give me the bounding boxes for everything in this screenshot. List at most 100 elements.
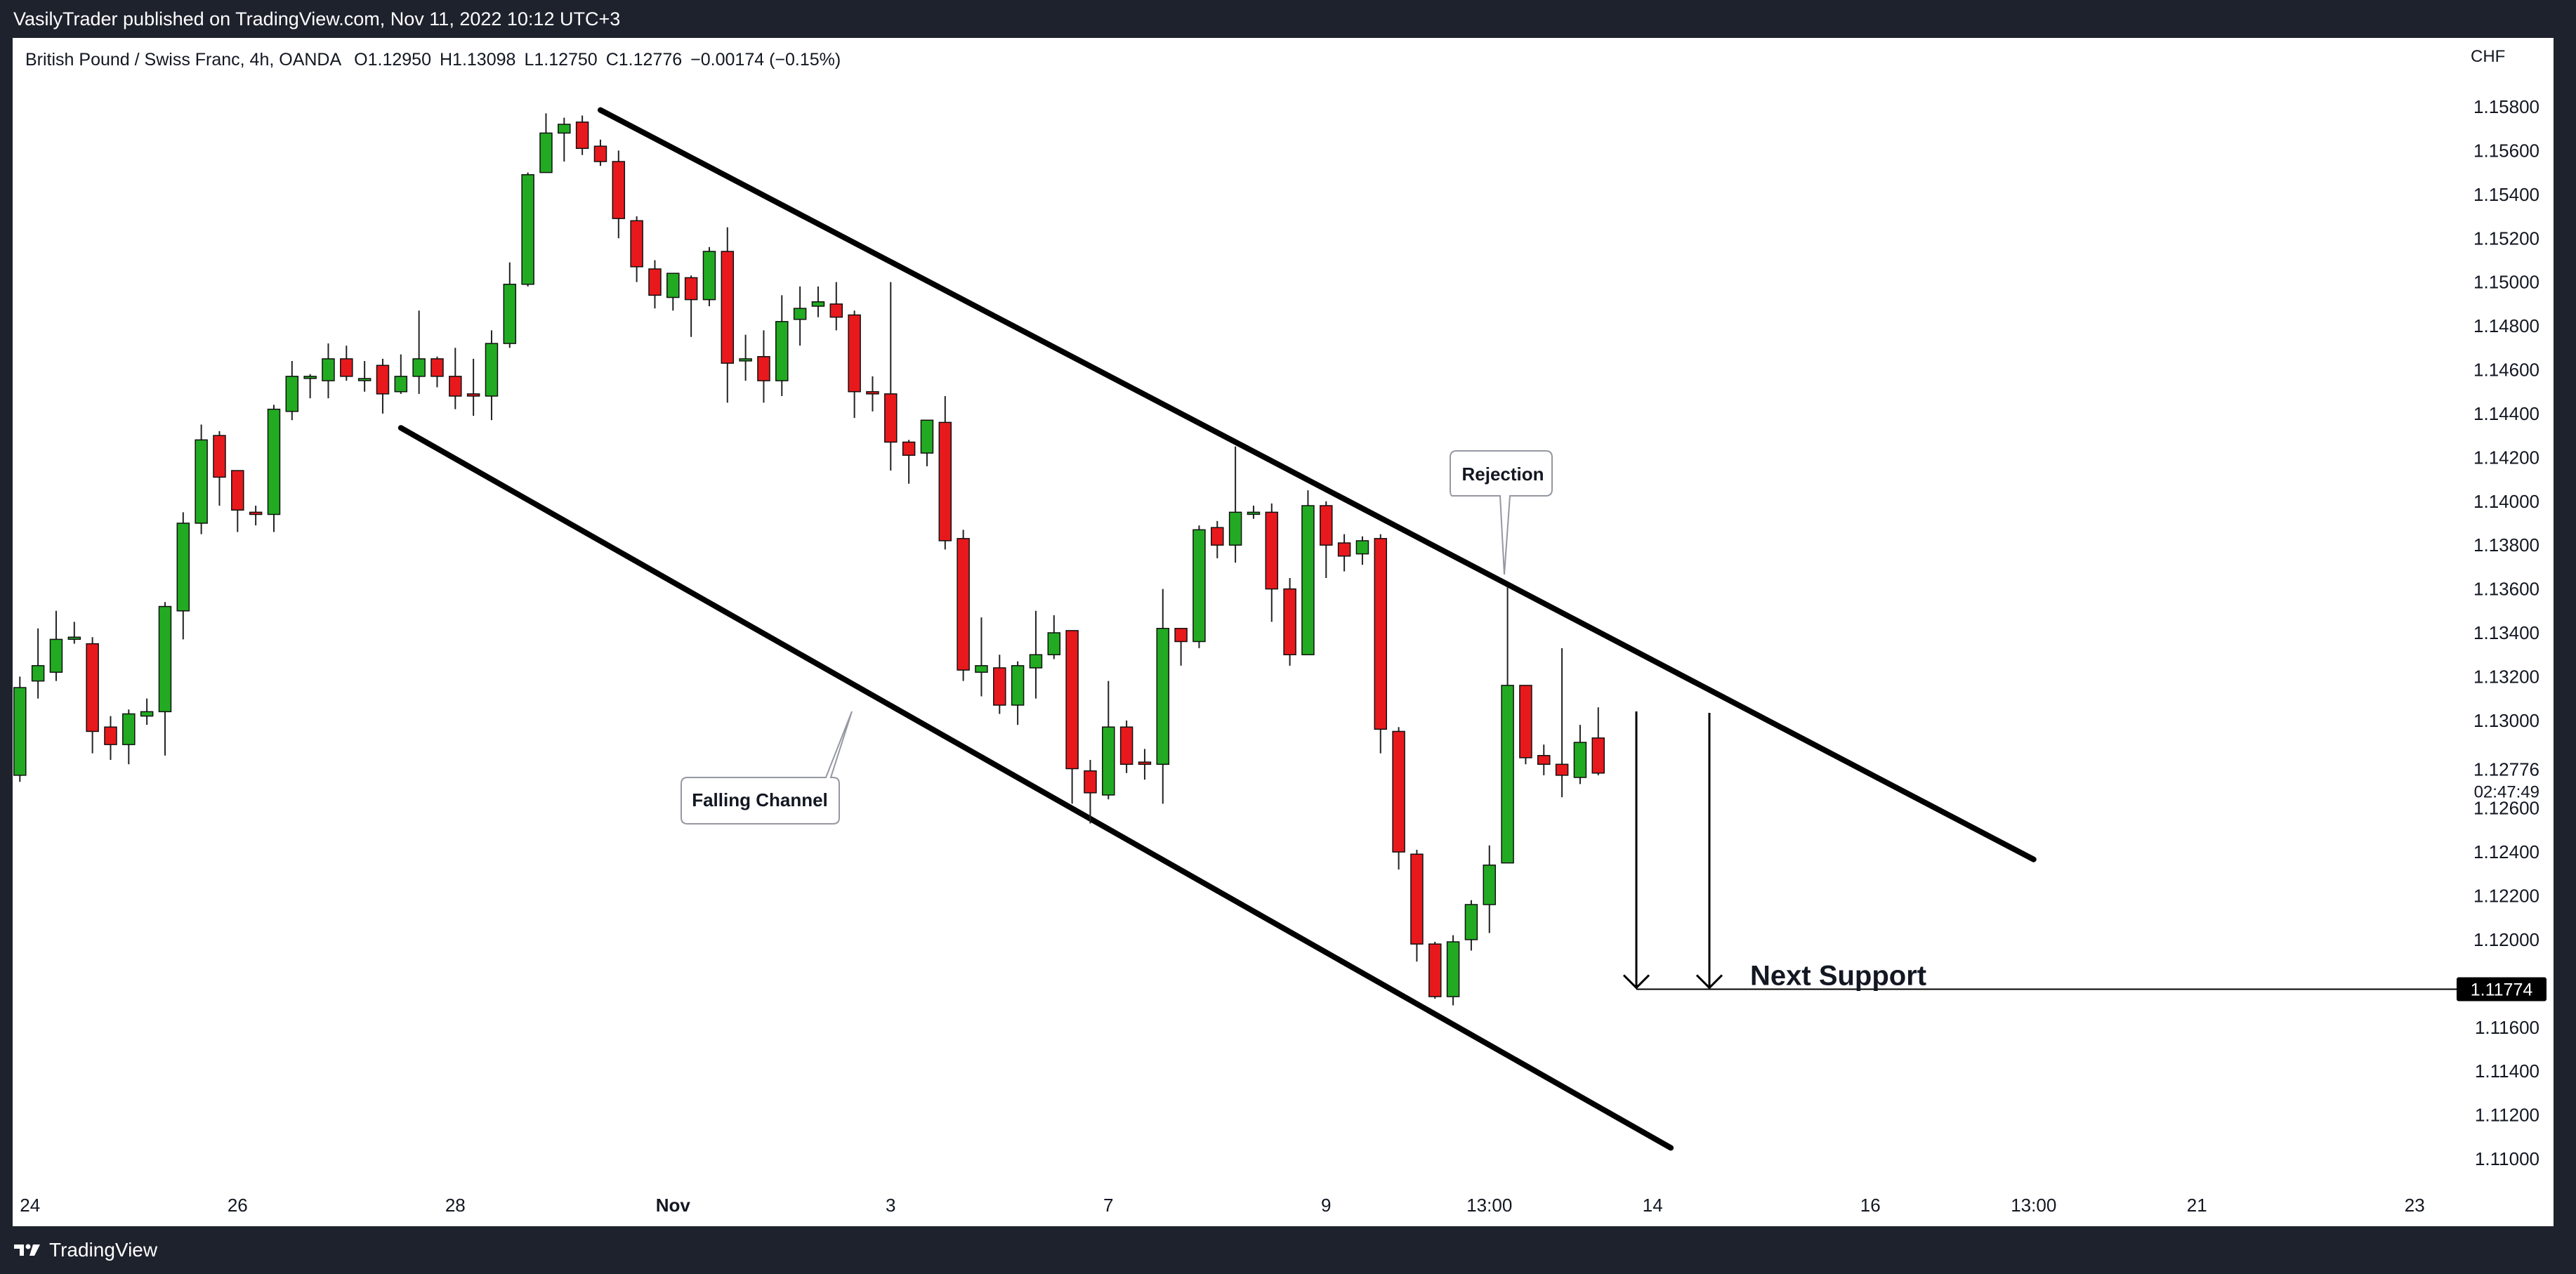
candle-body xyxy=(1011,665,1025,706)
candle xyxy=(1084,760,1097,824)
candle-body xyxy=(1156,628,1170,766)
candle xyxy=(539,113,553,173)
candle-body xyxy=(1555,763,1569,776)
candle xyxy=(1119,720,1133,773)
candle-body xyxy=(811,301,825,307)
support-label: Next Support xyxy=(1750,960,1926,991)
candle-body xyxy=(1211,527,1224,546)
publish-bar: VasilyTrader published on TradingView.co… xyxy=(0,0,2576,38)
candle xyxy=(648,260,662,309)
y-tick-label: 1.15800 xyxy=(2473,96,2539,117)
candle-body xyxy=(1410,853,1424,945)
channel-upper-line[interactable] xyxy=(597,107,2037,862)
x-tick-label: 26 xyxy=(228,1195,248,1216)
y-tick-label: 1.11400 xyxy=(2475,1060,2539,1082)
candle xyxy=(1011,661,1025,725)
candle xyxy=(231,470,244,532)
y-tick-label: 1.13800 xyxy=(2473,534,2539,556)
down-arrow-icon[interactable] xyxy=(1622,711,1650,990)
candle xyxy=(1247,505,1261,519)
down-arrow-head xyxy=(1622,974,1650,990)
candle-body xyxy=(1174,628,1188,643)
candle xyxy=(13,676,27,782)
candle xyxy=(431,356,444,388)
falling-channel-callout[interactable]: Falling Channel xyxy=(681,711,853,825)
y-tick-label: 1.14200 xyxy=(2473,447,2539,468)
x-tick-label: 9 xyxy=(1321,1195,1331,1216)
candle xyxy=(1337,534,1351,572)
candle xyxy=(975,617,988,697)
x-tick-label: 23 xyxy=(2405,1195,2425,1216)
down-arrow-icon[interactable] xyxy=(1695,713,1723,990)
y-tick-label: 1.15600 xyxy=(2473,140,2539,161)
candle-body xyxy=(86,643,99,733)
candle-body xyxy=(884,393,898,443)
candle-body xyxy=(848,314,861,393)
candle-body xyxy=(793,308,807,320)
candle xyxy=(1501,586,1514,864)
candle xyxy=(322,343,335,399)
candle-body xyxy=(558,124,571,134)
callout-shape xyxy=(1450,450,1553,575)
candle-body xyxy=(1247,511,1261,515)
candle-body xyxy=(104,726,117,745)
y-tick-label: 1.14000 xyxy=(2473,491,2539,512)
candle-body xyxy=(684,277,698,301)
candle-body xyxy=(285,376,299,412)
candle-body xyxy=(666,272,680,298)
candle xyxy=(1192,525,1206,648)
candle xyxy=(340,346,353,381)
candle-body xyxy=(1374,538,1388,730)
candle-body xyxy=(1029,654,1043,669)
candle xyxy=(394,354,408,394)
candle xyxy=(1156,589,1170,804)
candle-body xyxy=(521,173,534,285)
candle-body xyxy=(49,638,63,673)
candle xyxy=(793,286,807,346)
candle xyxy=(485,330,499,421)
x-tick-label: Nov xyxy=(656,1195,691,1216)
tradingview-logo-icon xyxy=(14,1244,40,1256)
y-tick-label: 1.12200 xyxy=(2473,886,2539,907)
candle-body xyxy=(957,538,970,671)
candle xyxy=(612,150,626,239)
rejection-callout[interactable]: Rejection xyxy=(1450,450,1553,575)
candle-body xyxy=(249,511,263,515)
currency-label: CHF xyxy=(2471,47,2505,66)
price-chart[interactable]: Next Support Rejection Falling Channel CHF… xyxy=(13,38,2554,1226)
candle-body xyxy=(902,441,916,456)
y-tick-label: 1.11000 xyxy=(2475,1148,2539,1169)
candle xyxy=(902,440,916,484)
candle-body xyxy=(1102,726,1115,796)
candle-body xyxy=(1265,511,1279,590)
x-tick-label: 14 xyxy=(1643,1195,1663,1216)
candle-body xyxy=(1428,943,1442,997)
candle-body xyxy=(829,303,843,318)
candle-body xyxy=(394,376,408,393)
candle xyxy=(811,286,825,317)
candle-body xyxy=(975,665,988,673)
candle xyxy=(829,282,843,331)
candle xyxy=(49,610,63,681)
candle xyxy=(140,698,154,725)
callout-shape xyxy=(681,711,853,825)
candle xyxy=(86,637,99,754)
candle-body xyxy=(158,605,172,713)
candle xyxy=(957,530,970,681)
candle-body xyxy=(195,439,208,524)
falling-channel-label: Falling Channel xyxy=(692,789,828,810)
tradingview-brand[interactable]: TradingView xyxy=(13,1236,157,1264)
candle-body xyxy=(1119,726,1133,766)
x-tick-label: 16 xyxy=(1860,1195,1881,1216)
down-arrow-head xyxy=(1695,974,1723,990)
chart-panel[interactable]: Next Support Rejection Falling Channel CHF… xyxy=(13,38,2554,1226)
candle xyxy=(1355,536,1369,565)
bar-countdown-label: 02:47:49 xyxy=(2474,783,2539,802)
candle-body xyxy=(739,358,752,362)
x-tick-label: 7 xyxy=(1103,1195,1113,1216)
channel-lower-line[interactable] xyxy=(397,425,1674,1151)
candle xyxy=(449,348,462,409)
candle-body xyxy=(593,145,607,162)
candle xyxy=(1211,520,1224,558)
candle xyxy=(1446,935,1460,1006)
